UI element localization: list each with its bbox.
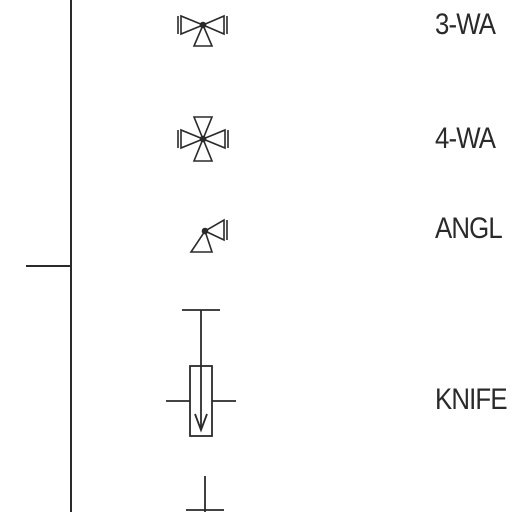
three-way-valve-label: 3-WA	[435, 8, 496, 41]
four-way-valve-icon	[177, 116, 229, 162]
partial-valve-icon	[186, 476, 224, 512]
knife-valve-icon	[166, 309, 236, 437]
angle-valve-icon	[189, 218, 228, 253]
knife-valve-label: KNIFE	[435, 383, 508, 416]
four-way-valve-label: 4-WA	[435, 122, 496, 155]
bracket	[26, 0, 72, 512]
three-way-valve-icon	[177, 14, 228, 47]
angle-valve-label: ANGL	[435, 212, 503, 245]
